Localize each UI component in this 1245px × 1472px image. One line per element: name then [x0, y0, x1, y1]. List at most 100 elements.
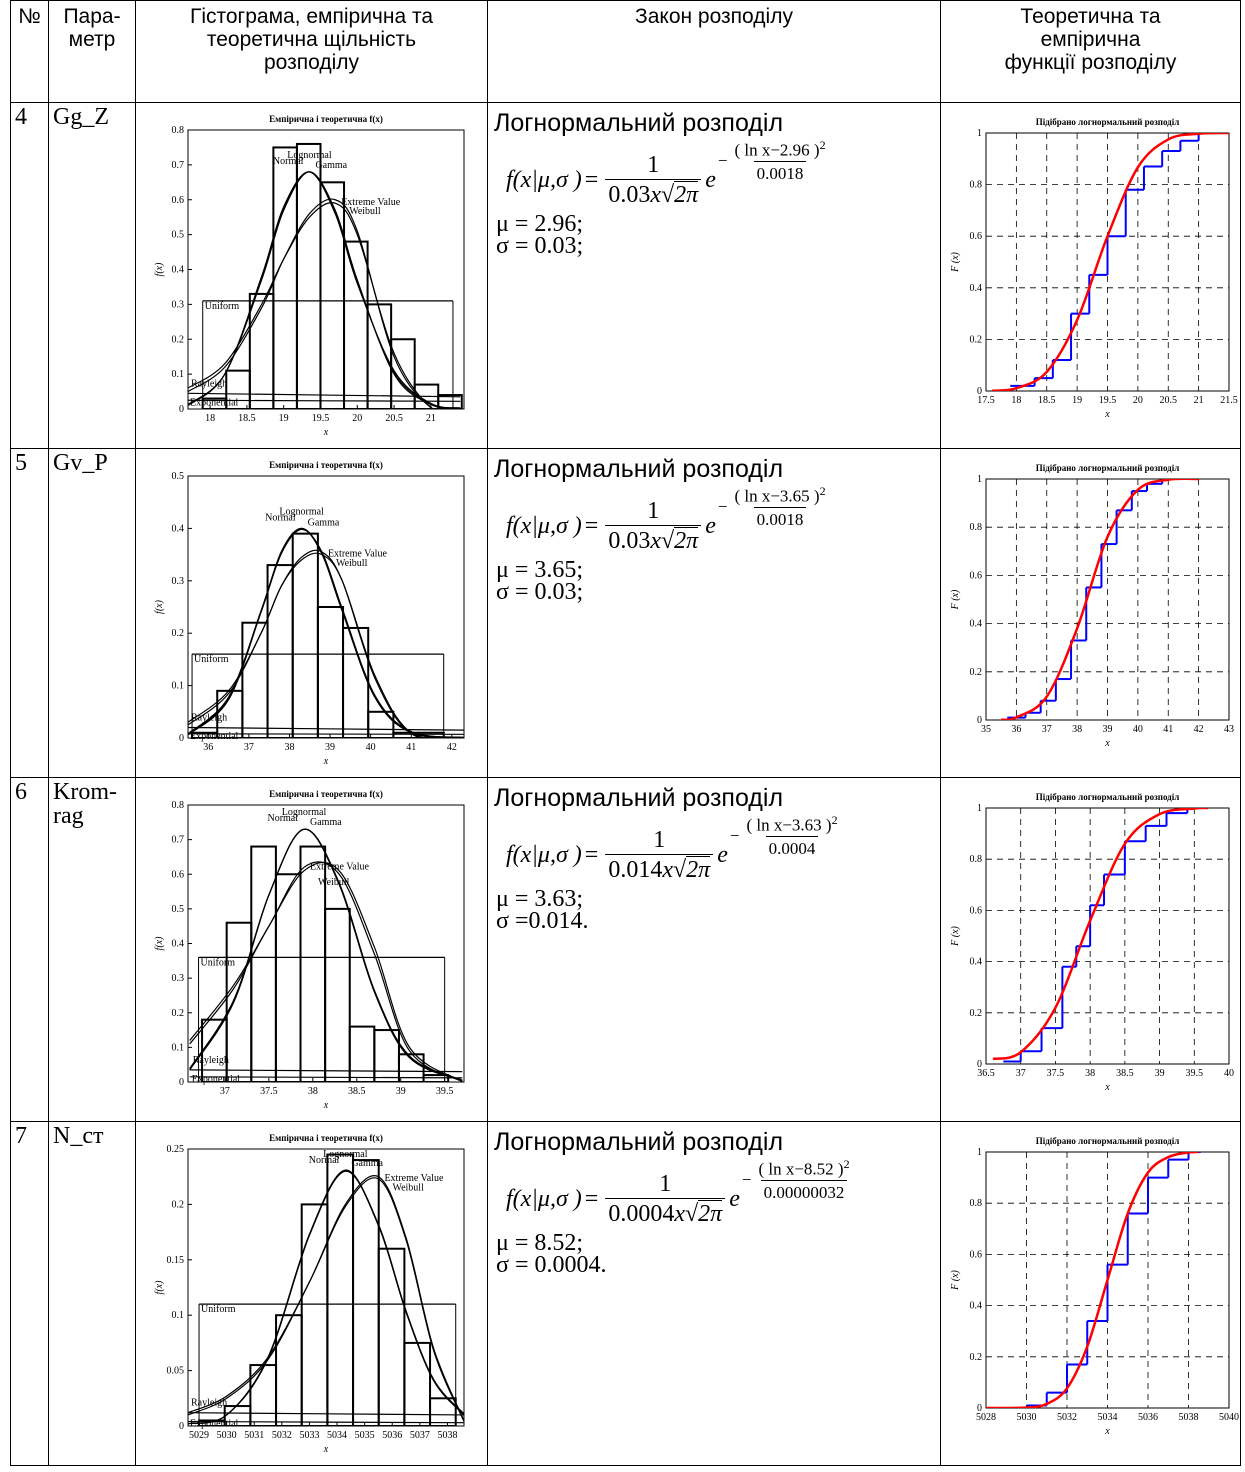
- header-cell: Теоретична та емпірична функції розподіл…: [940, 0, 1241, 103]
- plot: [189, 828, 463, 1082]
- curve-label: Lognormal: [287, 150, 332, 161]
- x-tick-label: 18: [205, 413, 215, 424]
- x-tick-label: 38: [308, 1086, 318, 1097]
- chart-title: Підібрано логнормальний розподіл: [1036, 463, 1180, 473]
- table-row: 5 Gv_P Емпірична і теоретична f(x) 0 0.1 0.2 0…: [10, 448, 1241, 778]
- formula-eq: =: [584, 513, 599, 539]
- plot: [991, 133, 1229, 391]
- header-row: № Пара- метр Гістограма, емпірична та теор…: [10, 0, 1241, 103]
- sigma: σ = 0.03;: [496, 233, 584, 259]
- curve-label: Weibull: [318, 877, 350, 888]
- x-tick-label: 41: [1163, 724, 1173, 735]
- x-axis-label: x: [323, 1100, 329, 1111]
- y-tick-label: 0.2: [970, 1352, 983, 1363]
- x-tick-label: 40: [1224, 1068, 1234, 1079]
- cdf-curve: [986, 1152, 1199, 1408]
- y-tick-label: 0.3: [172, 576, 185, 587]
- formula-lhs: f(x|μ,σ ): [506, 513, 582, 539]
- y-tick-label: 0.8: [970, 854, 983, 865]
- table: № Пара- метр Гістограма, емпірична та теор…: [10, 0, 1241, 1466]
- cdf-chart: Підібрано логнормальний розподіл 0 0.2 0.4 0…: [950, 117, 1238, 420]
- den-var: x: [662, 857, 673, 883]
- x-tick-label: 5035: [355, 1430, 375, 1441]
- header-cell: Закон розподілу: [487, 0, 941, 103]
- y-tick-label: 0: [977, 386, 982, 397]
- y-tick-label: 0.8: [970, 180, 983, 191]
- den-coef: 0.03: [608, 182, 651, 208]
- den-coef: 0.03: [608, 528, 651, 554]
- y-tick-label: 0.5: [172, 904, 185, 915]
- x-tick-label: 39: [1155, 1068, 1165, 1079]
- x-axis-label: x: [323, 1444, 329, 1455]
- curve-label: Uniform: [205, 301, 240, 312]
- sqrt-arg: 2π: [686, 856, 711, 883]
- y-tick-label: 0.8: [970, 1198, 983, 1209]
- parameters: μ = 8.52; σ = 0.0004.: [496, 1231, 934, 1277]
- y-axis-label: f(x): [154, 599, 165, 614]
- formula: f(x|μ,σ ) = 1 0.0004x√2π e −( ln x−8.52 )2 0.0…: [506, 1157, 934, 1228]
- x-tick-label: 37: [1042, 724, 1052, 735]
- fraction: 1 0.03x√2π: [605, 152, 702, 209]
- cdf-cell: Підібрано логнормальний розподіл 0 0.2 0.4 0…: [940, 777, 1241, 1122]
- x-tick-label: 17.5: [977, 395, 995, 406]
- plot: [188, 1153, 464, 1426]
- cdf-cell: Підібрано логнормальний розподіл 0 0.2 0.4 0…: [940, 102, 1241, 449]
- x-tick-label: 5040: [1219, 1412, 1239, 1423]
- y-tick-label: 0: [977, 1059, 982, 1070]
- y-tick-label: 0.8: [172, 800, 185, 811]
- y-tick-label: 0.7: [172, 160, 185, 171]
- histogram-bar: [324, 907, 351, 1082]
- formula: f(x|μ,σ ) = 1 0.03x√2π e −( ln x−2.96 )2 0.001…: [506, 138, 934, 209]
- exp-numerator: ( ln x−2.96 )2: [731, 138, 828, 161]
- density-curve: [188, 1177, 464, 1422]
- x-tick-label: 42: [447, 742, 457, 753]
- chart-title: Підібрано логнормальний розподіл: [1036, 792, 1180, 802]
- density-curve: [188, 528, 464, 738]
- plot: [188, 142, 463, 409]
- header-cell: Гістограма, емпірична та теоретична щіль…: [135, 0, 488, 103]
- y-axis-label: F (x): [950, 925, 961, 946]
- exponent: −( ln x−2.96 )2 0.0018: [718, 138, 833, 184]
- denominator: 0.0004x√2π: [605, 1198, 726, 1228]
- sqrt-sign: √: [673, 857, 687, 883]
- y-tick-label: 0.4: [970, 283, 983, 294]
- y-tick-label: 0.4: [172, 939, 185, 950]
- exp-fraction: ( ln x−2.96 )2 0.0018: [731, 138, 828, 184]
- document: № Пара- метр Гістограма, емпірична та теор…: [10, 0, 1241, 1466]
- exp-denominator: 0.0018: [753, 160, 807, 184]
- parameters: μ = 3.63; σ =0.014.: [496, 887, 934, 933]
- y-tick-label: 0.2: [172, 1199, 185, 1210]
- x-tick-label: 39: [1103, 724, 1113, 735]
- x-tick-label: 5031: [244, 1430, 264, 1441]
- y-tick-label: 0.1: [172, 369, 185, 380]
- y-axis-label: f(x): [154, 262, 165, 277]
- curve-label: Extreme Value: [384, 1173, 444, 1184]
- x-tick-label: 18.5: [238, 413, 256, 424]
- exp-power: 2: [831, 813, 838, 827]
- plot: [992, 808, 1209, 1063]
- sqrt-sign: √: [661, 182, 675, 208]
- density-curve: [189, 828, 463, 1081]
- y-tick-label: 0.6: [970, 570, 983, 581]
- y-tick-label: 0.2: [970, 334, 983, 345]
- x-tick-label: 39: [396, 1086, 406, 1097]
- density-curve: [188, 198, 461, 409]
- chart-title: Підібрано логнормальний розподіл: [1036, 1136, 1180, 1146]
- x-tick-label: 37.5: [260, 1086, 278, 1097]
- curve-label: Exponential: [190, 731, 239, 742]
- denominator: 0.03x√2π: [605, 179, 702, 209]
- formula-lhs: f(x|μ,σ ): [506, 842, 582, 868]
- mu: μ = 2.96;: [496, 211, 584, 237]
- density-curve: [188, 392, 461, 398]
- exponent: −( ln x−3.65 )2 0.0018: [718, 484, 833, 530]
- density-curve: [188, 1169, 464, 1425]
- header-cell: Пара- метр: [48, 0, 136, 103]
- exp-numerator: ( ln x−3.63 )2: [743, 813, 840, 836]
- y-tick-label: 0.1: [172, 1310, 185, 1321]
- sqrt-sign: √: [661, 528, 675, 554]
- law-cell: Логнормальний розподіл f(x|μ,σ ) = 1 0.03x√2…: [487, 448, 941, 778]
- histogram-bar: [367, 710, 395, 738]
- histogram-chart: Емпірична і теоретична f(x) 0 0.1 0.2 0.3 0.4…: [154, 114, 465, 438]
- curve-label: Normal: [273, 156, 304, 167]
- x-tick-label: 5034: [1098, 1412, 1118, 1423]
